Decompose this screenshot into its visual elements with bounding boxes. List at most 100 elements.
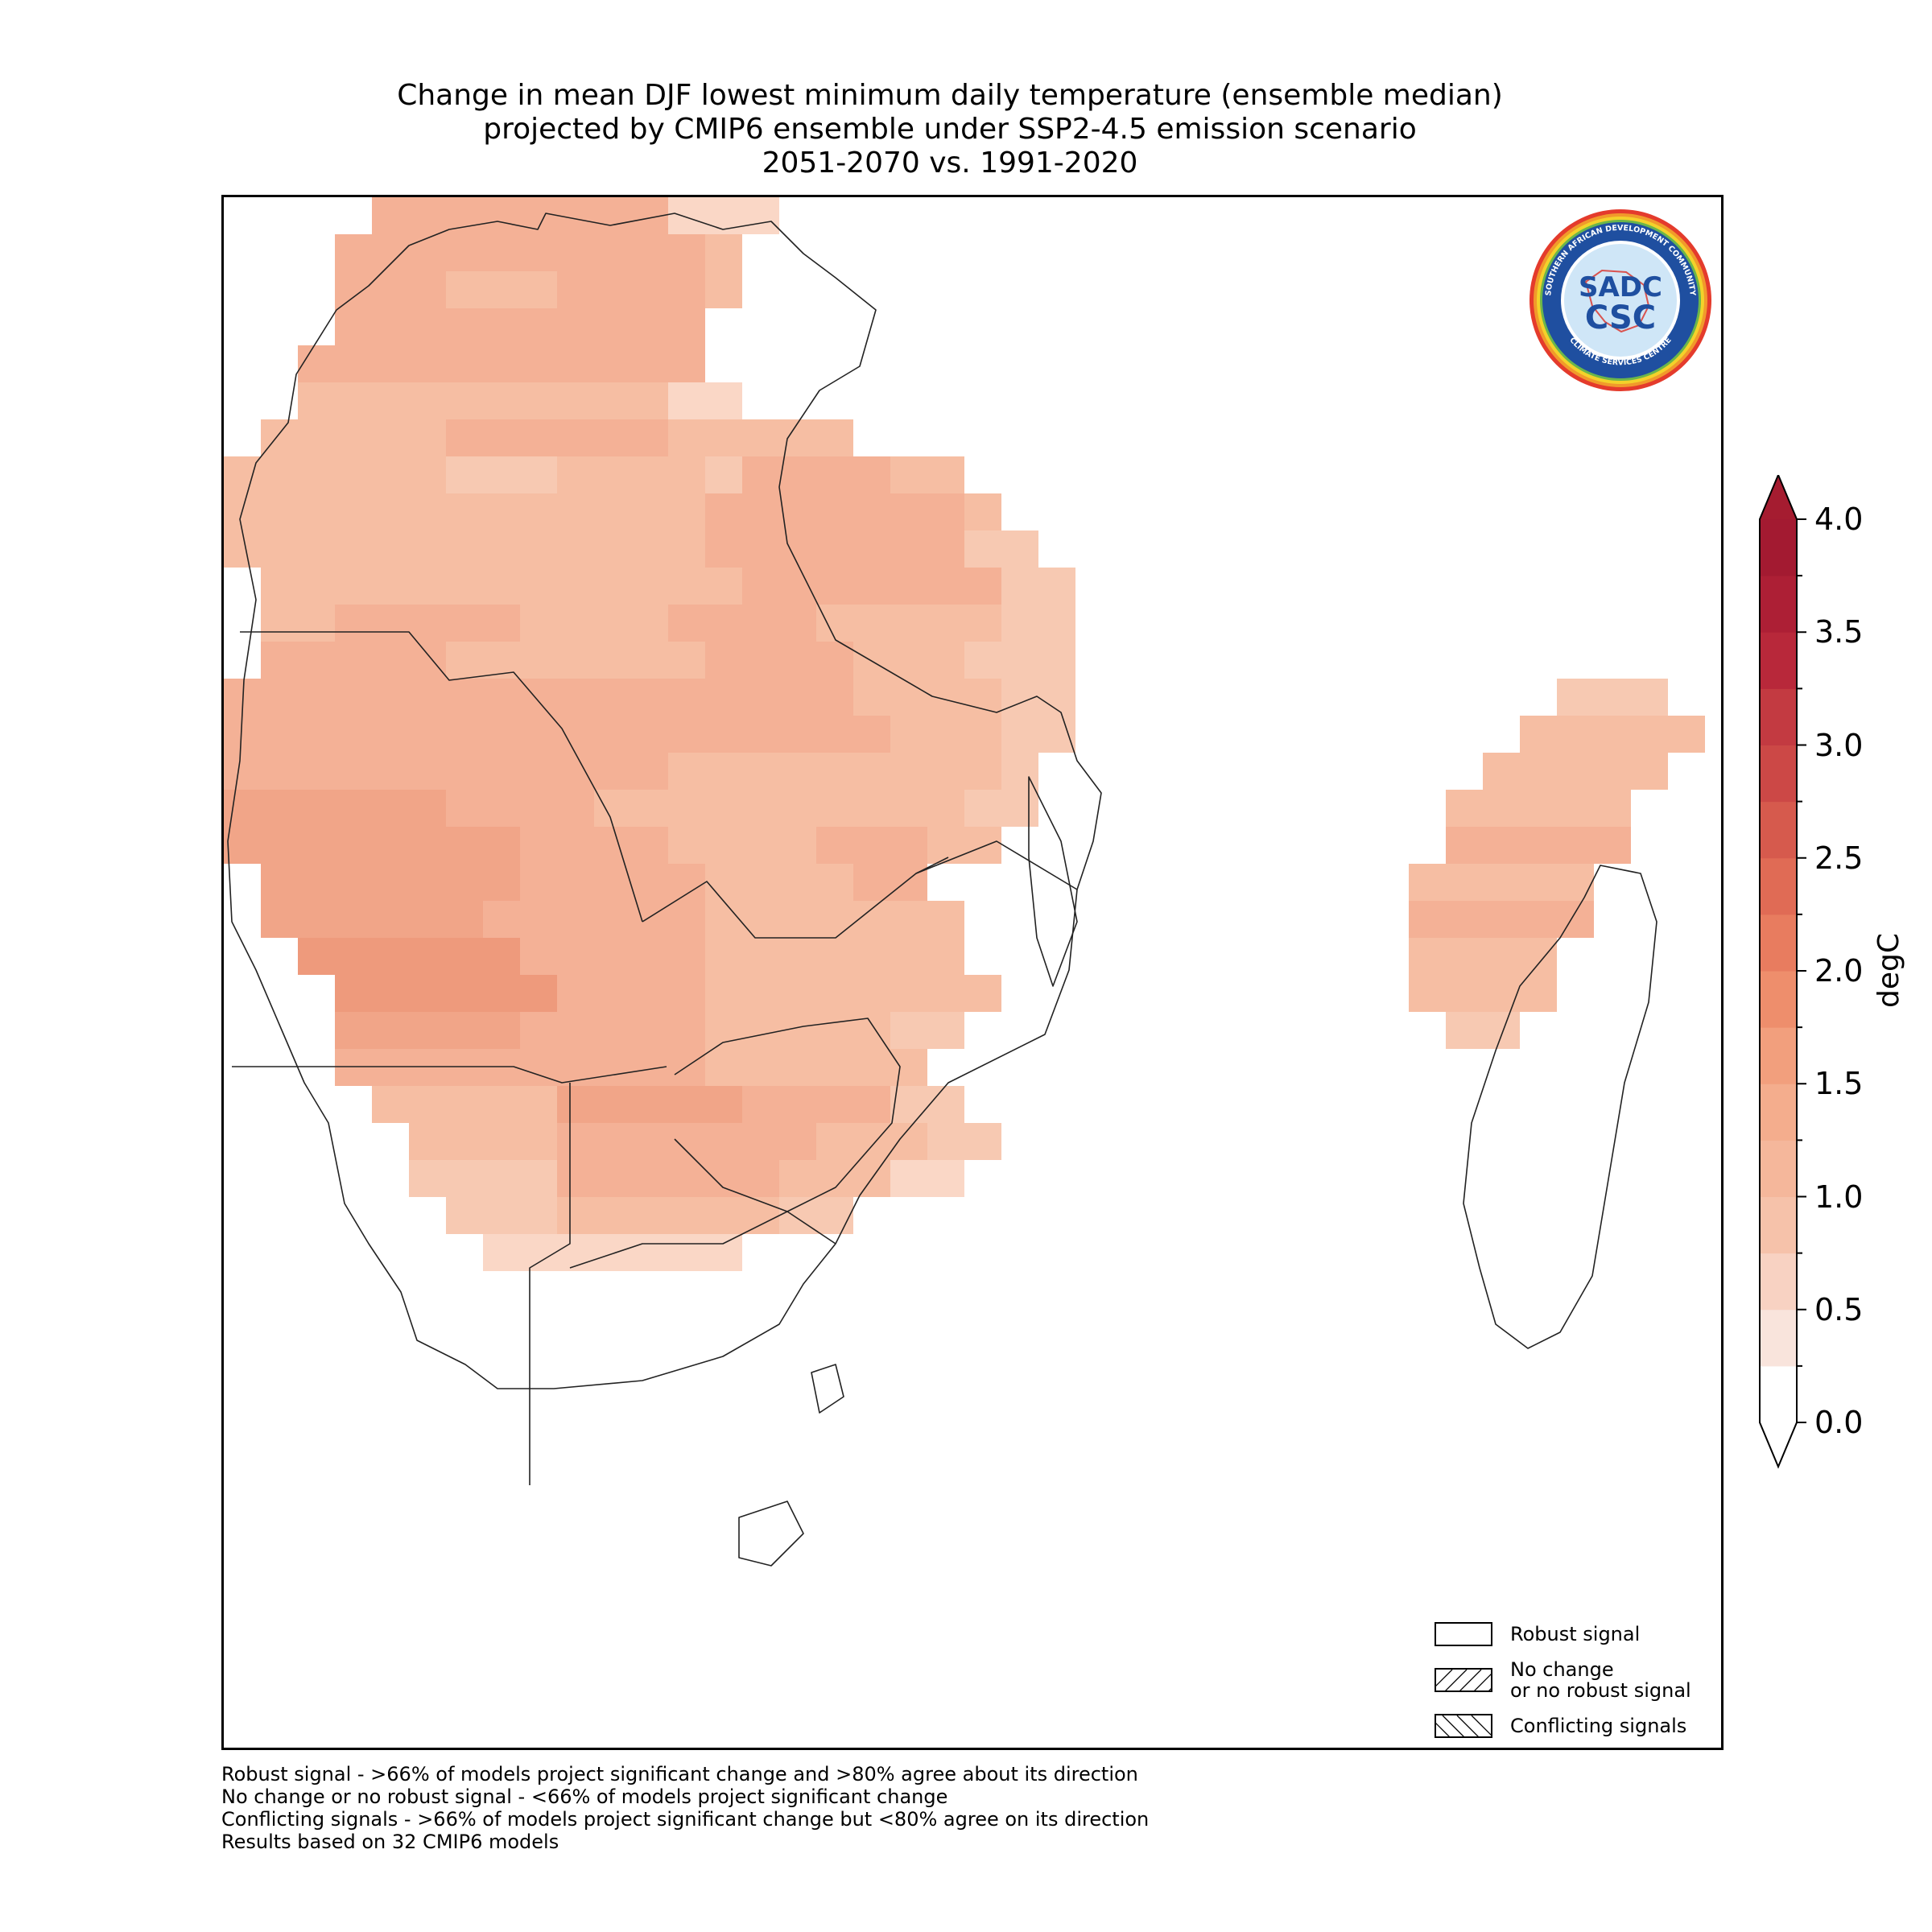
grid-cell-strip	[1520, 716, 1705, 753]
grid-cell-strip	[594, 345, 705, 382]
legend-label-conflicting: Conflicting signals	[1510, 1715, 1687, 1737]
grid-cell-strip	[779, 419, 853, 456]
grid-cell-strip	[705, 716, 890, 753]
colorbar-tick-label: 1.0	[1814, 1179, 1864, 1215]
grid-cell-strip	[446, 419, 668, 456]
colorbar-tick-label: 3.0	[1814, 727, 1864, 763]
grid-cell-strip	[668, 827, 816, 864]
grid-cell-strip	[816, 827, 927, 864]
grid-cell-strip	[705, 493, 964, 530]
grid-cell-strip	[853, 642, 964, 679]
grid-cell-strip	[261, 864, 520, 901]
grid-cell-strip	[890, 938, 964, 975]
colorbar-segment	[1760, 1196, 1797, 1254]
grid-cell-strip	[890, 1086, 964, 1123]
colorbar-tick-label: 2.0	[1814, 953, 1864, 989]
footnote-conflicting: Conflicting signals - >66% of models pro…	[221, 1808, 1150, 1831]
grid-cell-strip	[1001, 716, 1075, 753]
grid-cell-strip	[557, 1197, 779, 1234]
colorbar-segments	[1759, 475, 1798, 1469]
grid-cell-strip	[1001, 568, 1075, 605]
colorbar-segment	[1760, 801, 1797, 859]
grid-cell-strip	[557, 1123, 816, 1160]
robust-swatch	[1435, 1622, 1492, 1646]
grid-cell-strip	[483, 901, 705, 938]
colorbar-segment	[1760, 576, 1797, 633]
colorbar-tick-label: 4.0	[1814, 502, 1864, 537]
grid-cell-strip	[335, 1012, 520, 1049]
colorbar-extend-over	[1760, 475, 1797, 519]
grid-cell-strip	[335, 234, 520, 271]
legend-item-conflicting: Conflicting signals	[1435, 1714, 1686, 1738]
grid-cell-strip	[224, 790, 446, 827]
map-canvas	[224, 197, 1705, 1567]
grid-cell-strip	[705, 1012, 890, 1049]
colorbar-segment	[1760, 1027, 1797, 1084]
grid-cell-strip	[890, 753, 1001, 790]
grid-cell-strip	[483, 493, 631, 530]
chart-title: Change in mean DJF lowest minimum daily …	[225, 79, 1674, 180]
grid-cell-strip	[1001, 605, 1075, 642]
grid-cell-strip	[224, 716, 446, 753]
colorbar-segment	[1760, 857, 1797, 915]
border-line	[232, 1066, 667, 1084]
grid-cell-strip	[520, 234, 705, 271]
colorbar-segment	[1760, 1140, 1797, 1197]
colorbar-segment	[1760, 914, 1797, 972]
grid-cell-strip	[224, 530, 483, 568]
grid-cell-strip	[668, 197, 779, 234]
grid-cell-strip	[742, 456, 890, 493]
colorbar-segment	[1760, 519, 1797, 576]
title-line-1: Change in mean DJF lowest minimum daily …	[397, 79, 1503, 112]
grid-cell-strip	[409, 1123, 557, 1160]
grid-cell-strip	[446, 456, 557, 493]
grid-cell-strip	[1483, 753, 1668, 790]
grid-cell-strip	[261, 901, 483, 938]
grid-cell-strip	[890, 975, 1001, 1012]
colorbar-segment	[1760, 1365, 1797, 1423]
grid-cell-strip	[890, 716, 1001, 753]
country-borders	[227, 213, 1657, 1567]
border-line	[738, 1501, 804, 1567]
grid-cell-strip	[224, 753, 483, 790]
border-line	[569, 1211, 836, 1269]
colorbar-segment	[1760, 1309, 1797, 1367]
grid-cell-strip	[557, 1160, 779, 1197]
grid-cell-strip	[335, 975, 557, 1012]
grid-cell-strip	[483, 753, 668, 790]
grid-cell-strip	[705, 679, 853, 716]
grid-cell-strip	[446, 271, 557, 308]
grid-cell-strip	[927, 1123, 1001, 1160]
temperature-grid-cells	[224, 197, 1705, 1271]
grid-cell-strip	[520, 827, 668, 864]
grid-cell-strip	[261, 419, 446, 456]
grid-cell-strip	[224, 827, 520, 864]
grid-cell-strip	[705, 234, 742, 271]
grid-cell-strip	[705, 864, 853, 901]
legend-label-no-change: No change or no robust signal	[1510, 1658, 1691, 1702]
grid-cell-strip	[298, 382, 668, 419]
colorbar-segment	[1760, 688, 1797, 745]
grid-cell-strip	[1409, 938, 1557, 975]
grid-cell-strip	[446, 790, 594, 827]
grid-cell-strip	[1446, 790, 1631, 827]
border-line	[674, 1018, 901, 1212]
grid-cell-strip	[298, 938, 520, 975]
grid-cell-strip	[705, 901, 853, 938]
grid-cell-strip	[298, 345, 594, 382]
grid-cell-strip	[520, 864, 705, 901]
grid-cell-strip	[446, 568, 742, 605]
grid-cell-strip	[335, 1049, 520, 1086]
grid-cell-strip	[668, 382, 742, 419]
grid-cell-strip	[335, 271, 446, 308]
border-line	[529, 1083, 571, 1485]
colorbar-tick-label: 1.5	[1814, 1066, 1864, 1102]
grid-cell-strip	[557, 1086, 742, 1123]
grid-cell-strip	[816, 1123, 927, 1160]
grid-cell-strip	[964, 790, 1038, 827]
grid-cell-strip	[964, 530, 1038, 568]
grid-cell-strip	[1557, 679, 1668, 716]
grid-cell-strip	[409, 1160, 557, 1197]
colorbar-tick-label: 3.5	[1814, 614, 1864, 650]
footnote-robust: Robust signal - >66% of models project s…	[221, 1763, 1138, 1785]
